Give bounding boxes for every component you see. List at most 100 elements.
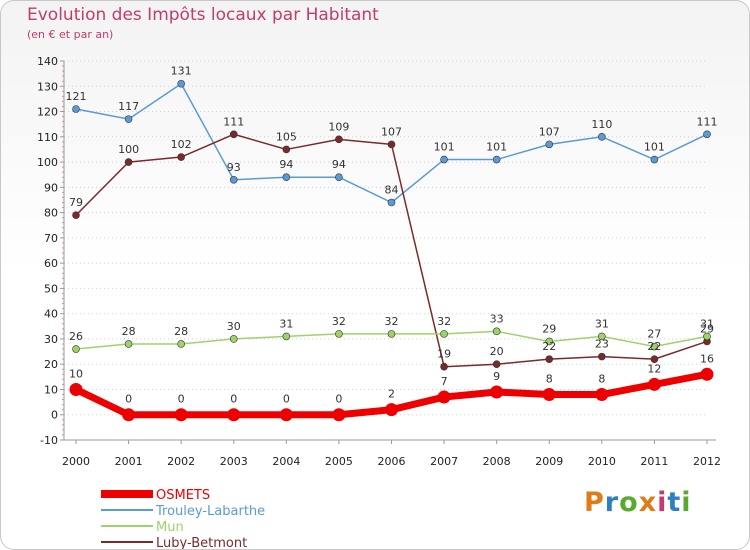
data-label: 30 [227, 320, 241, 333]
data-point [279, 408, 293, 422]
data-point [72, 211, 80, 219]
data-point [72, 345, 80, 353]
y-tick-label: 50 [44, 282, 58, 295]
data-point [650, 355, 659, 363]
data-point [437, 390, 451, 404]
data-label: 31 [595, 317, 609, 330]
chart-title: Evolution des Impôts locaux par Habitant [27, 5, 379, 25]
data-label: 19 [437, 348, 451, 361]
data-point [598, 332, 606, 341]
data-label: 109 [328, 120, 349, 133]
data-point [387, 330, 396, 338]
data-point [69, 382, 83, 396]
data-label: 28 [174, 325, 188, 338]
x-tick-label: 2000 [62, 455, 90, 468]
data-label: 102 [171, 138, 192, 151]
y-tick-label: 60 [44, 257, 58, 270]
data-point [440, 330, 448, 338]
data-label: 0 [125, 393, 132, 406]
data-point [440, 155, 448, 164]
data-label: 117 [118, 100, 139, 113]
data-point [650, 155, 659, 164]
data-label: 101 [644, 141, 665, 154]
data-label: 84 [385, 183, 399, 196]
x-tick-label: 2004 [272, 455, 300, 468]
y-tick-label: 120 [37, 106, 58, 119]
data-label: 107 [539, 125, 560, 138]
data-point [174, 408, 188, 422]
data-label: 131 [171, 65, 192, 78]
data-label: 94 [332, 158, 346, 171]
x-tick-label: 2010 [588, 455, 616, 468]
logo-letter: i [681, 487, 692, 518]
data-point [490, 385, 504, 399]
data-label: 10 [69, 367, 83, 380]
data-point [545, 355, 554, 363]
data-point [598, 133, 606, 141]
x-tick-label: 2012 [693, 455, 721, 468]
x-tick-label: 2011 [640, 455, 668, 468]
logo-letter: r [604, 487, 620, 518]
data-point [124, 340, 133, 348]
data-label: 94 [279, 158, 293, 171]
data-point [542, 388, 556, 402]
data-label: 27 [647, 328, 661, 341]
data-point [335, 173, 343, 182]
legend-label: Mun [156, 520, 184, 535]
y-tick-label: 70 [44, 232, 58, 245]
logo-letter: t [667, 487, 682, 518]
data-label: 79 [69, 196, 83, 209]
proxiti-logo: Proxiti [584, 487, 692, 518]
data-label: 7 [441, 375, 448, 388]
data-point [387, 140, 396, 149]
data-label: 23 [595, 338, 609, 351]
y-tick-label: -10 [40, 434, 58, 447]
data-label: 100 [118, 143, 139, 156]
logo-letter: i [657, 487, 668, 518]
data-label: 0 [178, 393, 185, 406]
data-label: 8 [546, 373, 553, 386]
data-label: 107 [381, 125, 402, 138]
y-tick-label: 110 [37, 131, 58, 144]
data-point [282, 332, 291, 341]
data-point [335, 330, 343, 338]
data-label: 26 [69, 330, 83, 343]
data-label: 32 [437, 315, 451, 328]
x-tick-label: 2008 [483, 455, 511, 468]
logo-letter: P [584, 487, 605, 518]
data-point [492, 360, 501, 369]
x-tick-label: 2006 [378, 455, 406, 468]
y-tick-label: 130 [37, 80, 58, 93]
legend-label: OSMETS [156, 488, 210, 503]
data-point [332, 408, 346, 422]
series [69, 79, 714, 422]
data-point [385, 403, 398, 417]
x-tick-label: 2002 [167, 455, 195, 468]
data-label: 2 [388, 388, 395, 401]
data-point [122, 408, 136, 422]
data-label: 22 [542, 340, 556, 353]
data-point [72, 105, 80, 113]
chart-subtitle: (en € et par an) [27, 28, 114, 41]
data-point [282, 173, 291, 182]
x-tick-label: 2003 [220, 455, 248, 468]
y-tick-label: 90 [44, 181, 58, 194]
axes: -100102030405060708090100110120130140200… [37, 55, 721, 468]
x-tick-label: 2001 [115, 455, 143, 468]
data-point [177, 79, 185, 88]
data-point [545, 140, 554, 149]
y-tick-label: 80 [44, 207, 58, 220]
y-tick-label: 30 [44, 333, 58, 346]
data-label: 28 [122, 325, 136, 338]
data-point [545, 337, 554, 346]
data-label: 121 [66, 90, 87, 103]
data-label: 31 [700, 317, 714, 330]
y-tick-label: 40 [44, 308, 58, 321]
data-point [387, 198, 396, 207]
data-label: 12 [647, 362, 661, 375]
legend-label: Trouley-Labarthe [155, 504, 265, 519]
data-label: 101 [486, 141, 507, 154]
